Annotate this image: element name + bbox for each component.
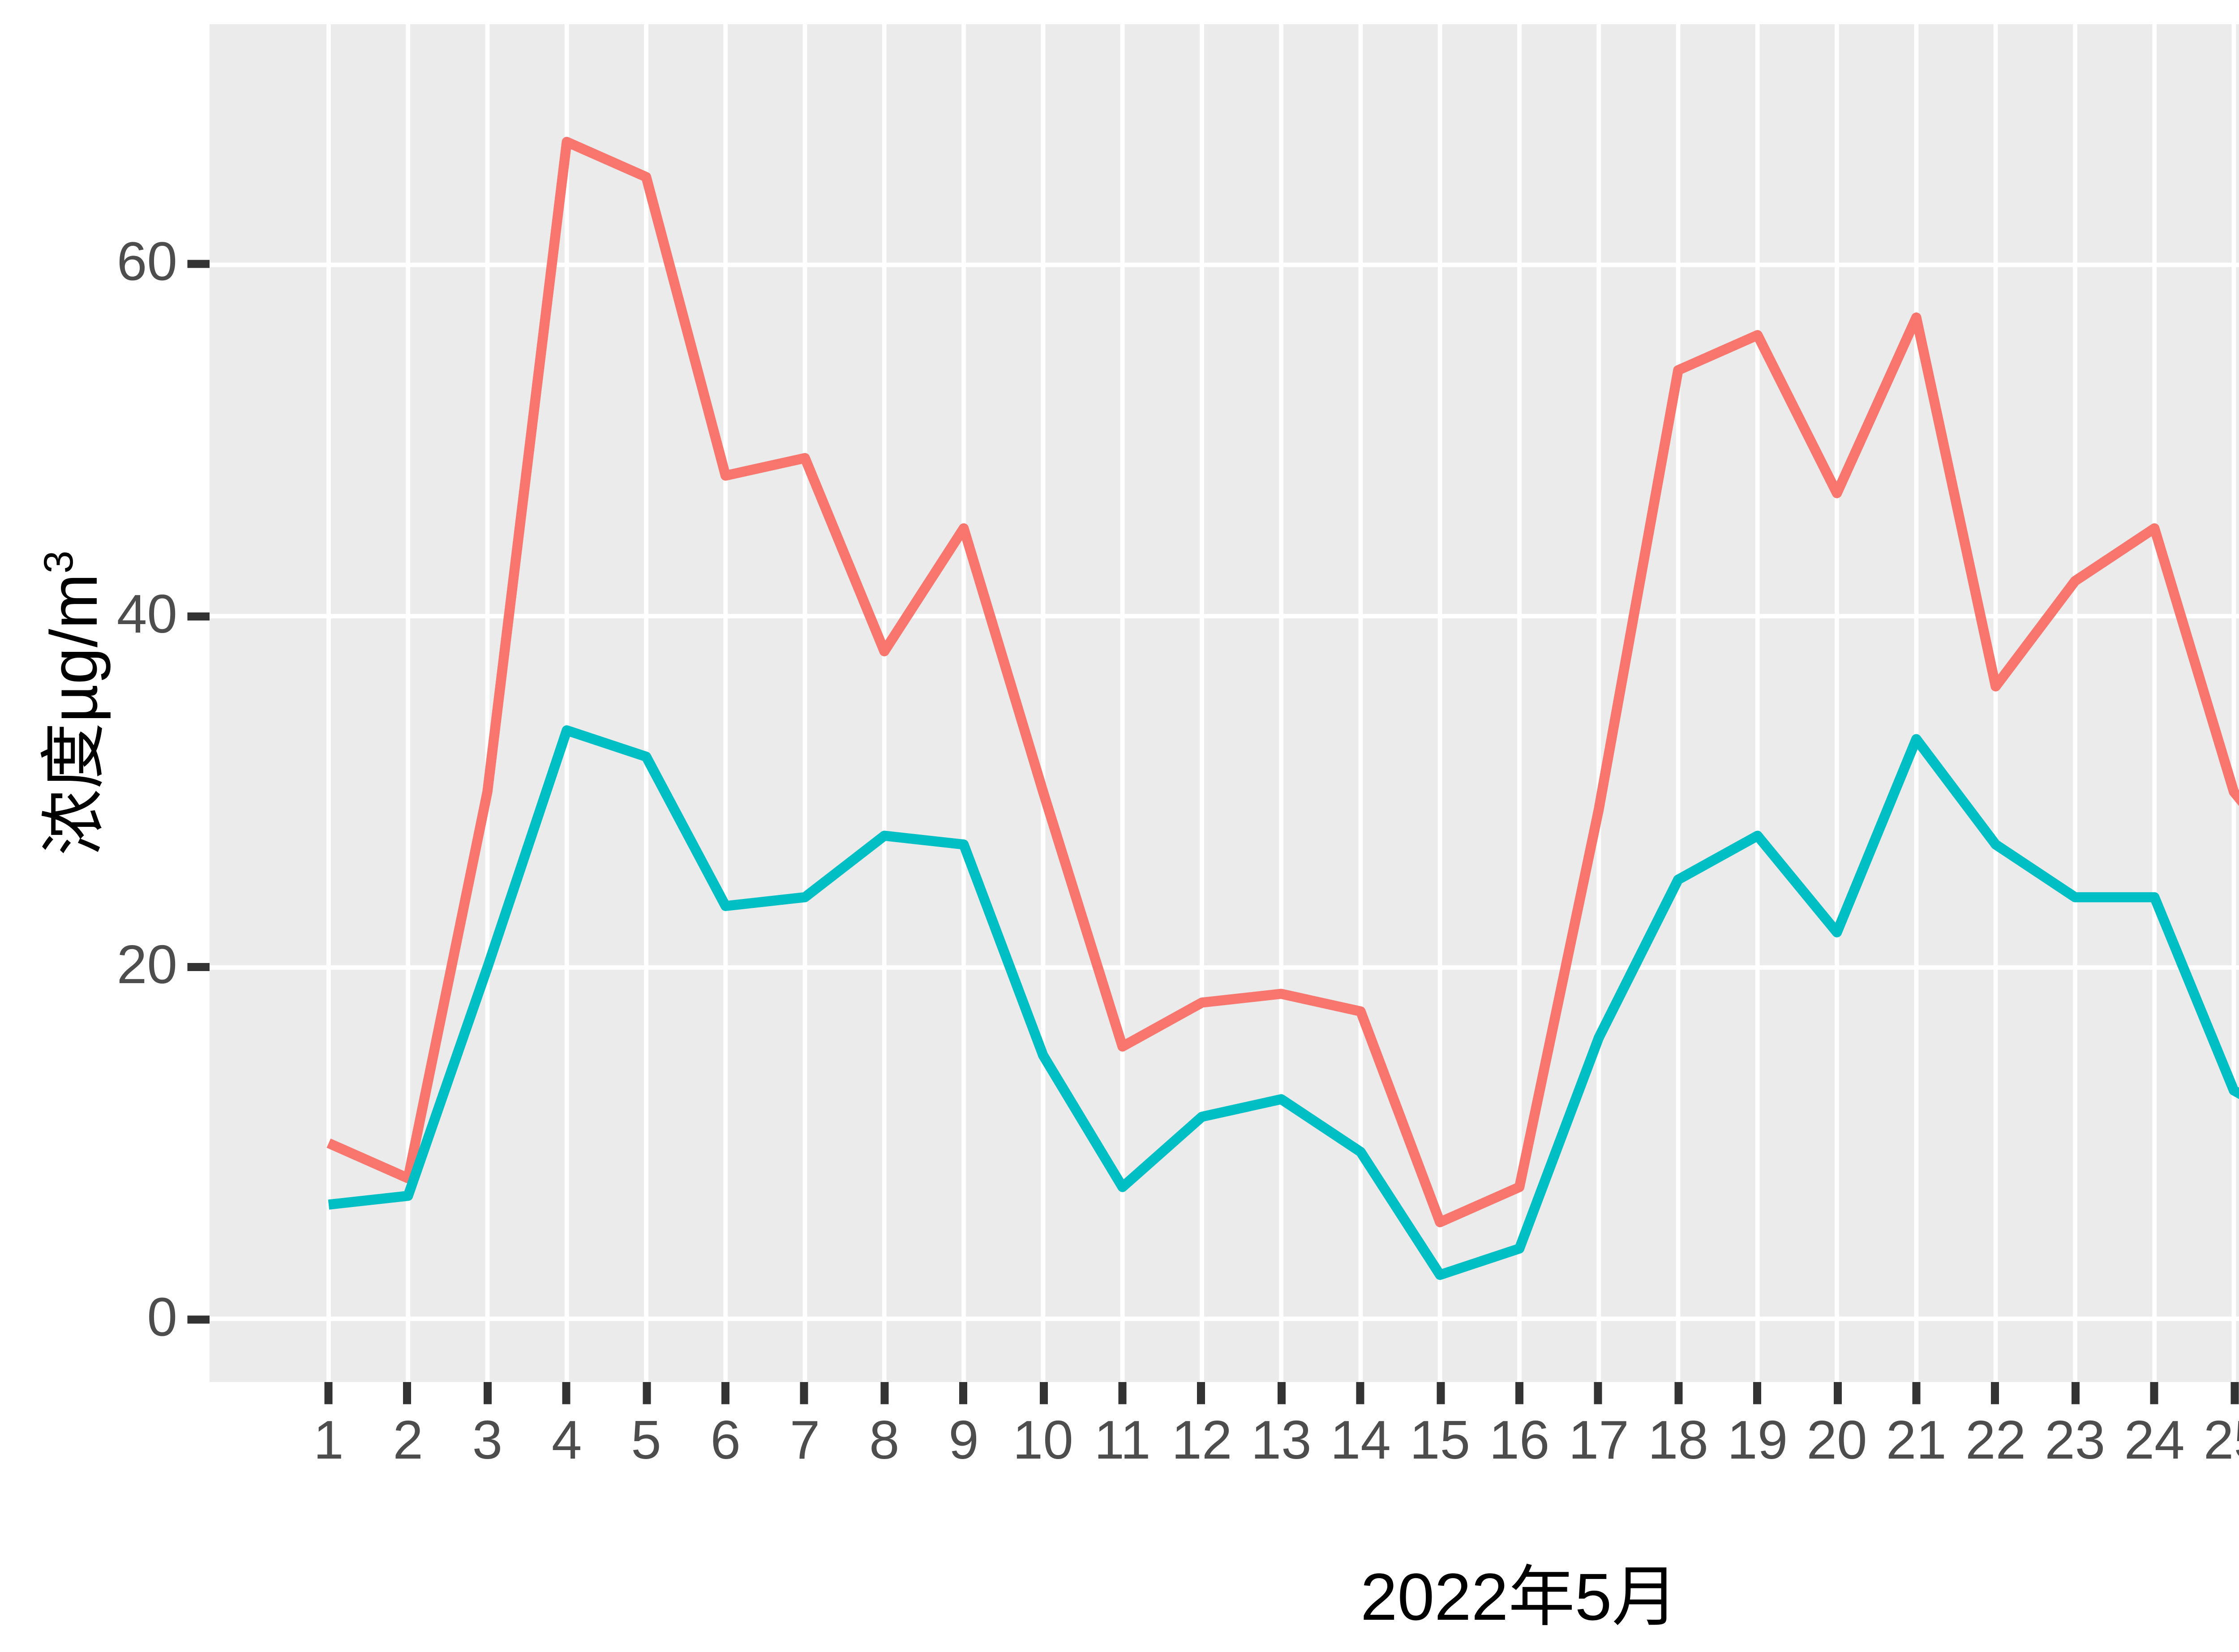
x-tick-10 <box>1039 1382 1047 1404</box>
x-tick-label-10: 10 <box>1012 1410 1073 1471</box>
x-tick-label-17: 17 <box>1568 1410 1629 1471</box>
y-tick-label-60: 60 <box>116 232 177 293</box>
x-tick-label-18: 18 <box>1647 1410 1709 1471</box>
x-tick-label-11: 11 <box>1094 1410 1151 1471</box>
y-tick-40 <box>187 612 210 621</box>
y-tick-0 <box>187 1314 210 1323</box>
x-tick-label-21: 21 <box>1886 1410 1947 1471</box>
x-tick-25 <box>2230 1382 2238 1404</box>
x-tick-label-20: 20 <box>1806 1410 1867 1471</box>
x-tick-label-2: 2 <box>393 1410 423 1471</box>
x-tick-label-12: 12 <box>1171 1410 1232 1471</box>
pm25-line <box>328 725 2239 1280</box>
x-tick-label-24: 24 <box>2124 1410 2185 1471</box>
x-tick-label-15: 15 <box>1410 1410 1471 1471</box>
y-tick-label-0: 0 <box>147 1286 177 1347</box>
x-tick-23 <box>2071 1382 2079 1404</box>
x-tick-5 <box>642 1382 650 1404</box>
pm10-line <box>326 137 2239 1228</box>
plot-panel <box>210 24 2239 1382</box>
y-tick-60 <box>187 261 210 269</box>
x-tick-label-19: 19 <box>1727 1410 1788 1471</box>
x-tick-label-5: 5 <box>631 1410 661 1471</box>
x-tick-label-3: 3 <box>472 1410 503 1471</box>
x-tick-label-16: 16 <box>1489 1410 1550 1471</box>
x-tick-label-25: 25 <box>2203 1410 2239 1471</box>
x-tick-16 <box>1515 1382 1523 1404</box>
x-tick-label-8: 8 <box>869 1410 900 1471</box>
x-tick-label-23: 23 <box>2045 1410 2106 1471</box>
plot-svg <box>210 24 2239 1382</box>
x-tick-2 <box>404 1382 412 1404</box>
y-axis-title-superscript: 3 <box>36 550 83 574</box>
y-tick-label-40: 40 <box>116 584 177 645</box>
x-tick-19 <box>1753 1382 1762 1404</box>
x-tick-label-7: 7 <box>789 1410 820 1471</box>
x-tick-label-14: 14 <box>1330 1410 1391 1471</box>
x-tick-11 <box>1118 1382 1127 1404</box>
x-tick-6 <box>721 1382 730 1404</box>
x-tick-17 <box>1595 1382 1603 1404</box>
x-tick-22 <box>1991 1382 2000 1404</box>
x-tick-label-1: 1 <box>313 1410 344 1471</box>
x-tick-21 <box>1912 1382 1921 1404</box>
x-tick-4 <box>562 1382 571 1404</box>
x-tick-label-13: 13 <box>1251 1410 1312 1471</box>
x-tick-14 <box>1356 1382 1365 1404</box>
y-axis-title: 浓度µg/m3 <box>20 551 117 856</box>
x-tick-label-6: 6 <box>710 1410 741 1471</box>
y-tick-label-20: 20 <box>116 935 177 996</box>
x-tick-9 <box>960 1382 968 1404</box>
x-tick-8 <box>880 1382 888 1404</box>
x-tick-15 <box>1436 1382 1444 1404</box>
x-tick-label-4: 4 <box>551 1410 582 1471</box>
x-tick-13 <box>1277 1382 1286 1404</box>
x-tick-label-22: 22 <box>1965 1410 2026 1471</box>
x-tick-24 <box>2150 1382 2159 1404</box>
x-tick-12 <box>1197 1382 1206 1404</box>
x-tick-1 <box>324 1382 333 1404</box>
x-tick-7 <box>801 1382 809 1404</box>
y-axis-title-text: 浓度µg/m <box>36 573 111 856</box>
x-tick-20 <box>1833 1382 1841 1404</box>
x-tick-label-9: 9 <box>948 1410 979 1471</box>
x-tick-18 <box>1674 1382 1682 1404</box>
x-axis-title: 2022年5月 <box>1360 1559 1678 1634</box>
y-tick-20 <box>187 963 210 972</box>
x-tick-3 <box>483 1382 492 1404</box>
